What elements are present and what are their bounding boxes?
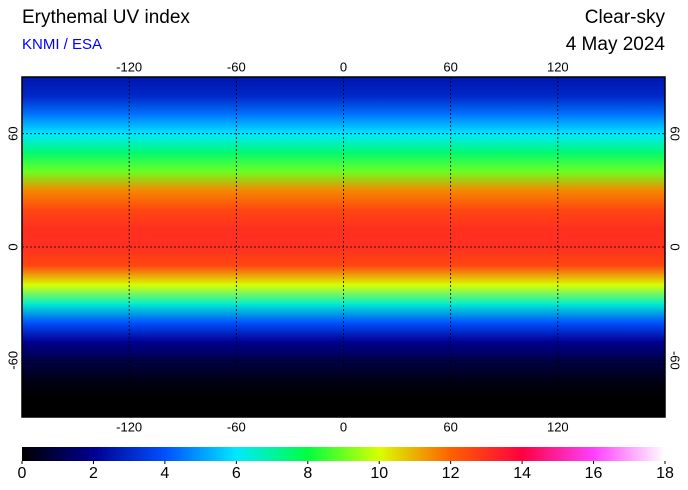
colorbar: 0 2 4 6 8 10 12 14 16 18 <box>18 447 674 482</box>
colorbar-scale <box>22 447 665 461</box>
lon-tick-label: -120 <box>116 419 142 434</box>
colorbar-tick-label: 18 <box>656 465 674 482</box>
date: 4 May 2024 <box>566 34 666 55</box>
lon-tick-label: -60 <box>227 59 246 74</box>
lon-tick-label: 0 <box>340 419 347 434</box>
lat-tick-label: 0 <box>5 243 20 250</box>
colorbar-tick-label: 6 <box>232 465 241 482</box>
condition: Clear-sky <box>585 7 666 28</box>
colorbar-tick-label: 2 <box>89 465 98 482</box>
source: KNMI / ESA <box>22 36 102 53</box>
uv-band <box>22 398 665 418</box>
title: Erythemal UV index <box>22 7 190 28</box>
colorbar-tick-label: 10 <box>370 465 388 482</box>
uv-band <box>22 190 665 210</box>
uv-band <box>22 341 665 361</box>
lon-tick-label: -120 <box>116 59 142 74</box>
lat-tick-label: -60 <box>5 351 20 370</box>
colorbar-tick-label: 0 <box>18 465 27 482</box>
colorbar-tick-label: 12 <box>442 465 460 482</box>
lat-tick-label: 60 <box>5 126 20 140</box>
lon-tick-label: 60 <box>443 59 457 74</box>
map: -120 -120 -60 -60 0 0 60 60 120 120 60 60 0 0 -60 -60 <box>5 59 682 434</box>
lat-tick-label: 0 <box>668 243 683 250</box>
colorbar-tick-label: 4 <box>160 465 169 482</box>
uv-band <box>22 133 665 154</box>
lon-tick-label: 60 <box>443 419 457 434</box>
lon-tick-label: -60 <box>227 419 246 434</box>
colorbar-tick-label: 8 <box>303 465 312 482</box>
lon-tick-label: 120 <box>547 419 569 434</box>
map-frame <box>21 76 666 418</box>
lat-tick-label: 60 <box>668 126 683 140</box>
lon-tick-label: 120 <box>547 59 569 74</box>
uv-band <box>22 247 665 267</box>
lat-tick-label: -60 <box>668 351 683 370</box>
uv-band <box>22 265 665 286</box>
lon-tick-label: 0 <box>340 59 347 74</box>
uv-band <box>22 114 665 135</box>
uv-band <box>22 322 665 342</box>
colorbar-tick-label: 16 <box>585 465 603 482</box>
uv-band <box>22 379 665 399</box>
colorbar-tick-label: 14 <box>513 465 531 482</box>
